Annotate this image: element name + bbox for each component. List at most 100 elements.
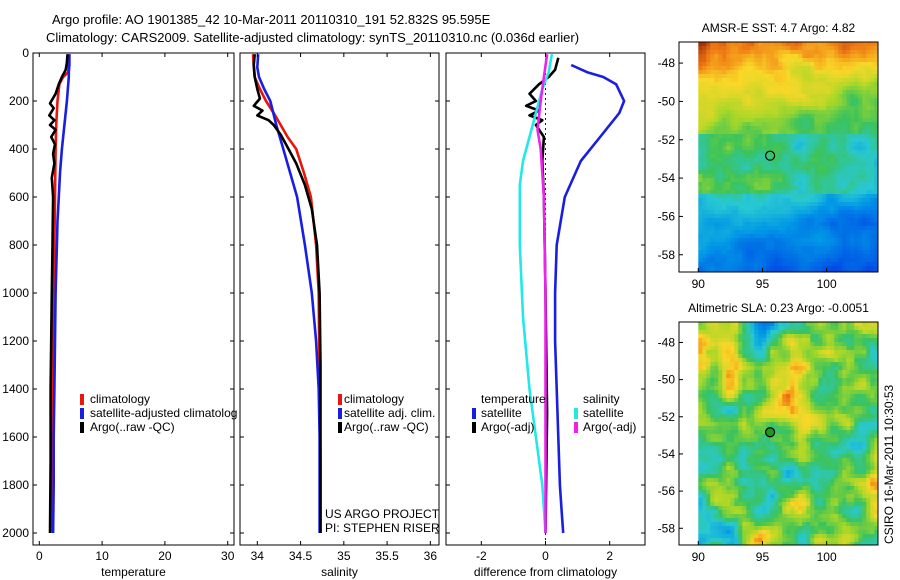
heatmap-cell xyxy=(834,194,839,199)
heatmap-cell xyxy=(770,418,775,423)
heatmap-cell xyxy=(702,202,707,207)
heatmap-cell xyxy=(730,90,735,95)
heatmap-cell xyxy=(754,430,759,435)
heatmap-cell xyxy=(734,338,739,343)
heatmap-cell xyxy=(714,94,719,99)
heatmap-cell xyxy=(826,122,831,127)
heatmap-cell xyxy=(858,74,863,79)
heatmap-cell xyxy=(866,94,871,99)
heatmap-cell xyxy=(758,86,763,91)
heatmap-cell xyxy=(834,90,839,95)
x-tick-label: 35 xyxy=(337,549,351,563)
heatmap-cell xyxy=(746,262,751,267)
heatmap-cell xyxy=(790,406,795,411)
heatmap-cell xyxy=(874,130,879,135)
heatmap-cell xyxy=(834,490,839,495)
heatmap-cell xyxy=(710,102,715,107)
heatmap-cell xyxy=(866,182,871,187)
heatmap-cell xyxy=(710,366,715,371)
heatmap-cell xyxy=(722,114,727,119)
heatmap-cell xyxy=(818,410,823,415)
heatmap-cell xyxy=(738,42,743,47)
heatmap-cell xyxy=(834,106,839,111)
heatmap-cell xyxy=(754,454,759,459)
heatmap-cell xyxy=(722,210,727,215)
y-tick-label: 1200 xyxy=(2,334,29,348)
heatmap-cell xyxy=(758,130,763,135)
heatmap-cell xyxy=(742,86,747,91)
series-line-temperature-satellite xyxy=(553,63,626,534)
heatmap-cell xyxy=(722,370,727,375)
heatmap-cell xyxy=(870,502,875,507)
heatmap-cell xyxy=(862,70,867,75)
heatmap-cell xyxy=(702,386,707,391)
heatmap-cell xyxy=(750,258,755,263)
heatmap-cell xyxy=(802,254,807,259)
heatmap-cell xyxy=(778,134,783,139)
heatmap-cell xyxy=(770,134,775,139)
heatmap-cell xyxy=(870,78,875,83)
heatmap-cell xyxy=(770,230,775,235)
heatmap-cell xyxy=(762,98,767,103)
heatmap-cell xyxy=(858,366,863,371)
heatmap-cell xyxy=(706,246,711,251)
heatmap-cell xyxy=(854,126,859,131)
heatmap-cell xyxy=(842,442,847,447)
heatmap-cell xyxy=(846,170,851,175)
heatmap-cell xyxy=(850,386,855,391)
heatmap-cell xyxy=(722,78,727,83)
heatmap-cell xyxy=(866,74,871,79)
heatmap-cell xyxy=(834,102,839,107)
heatmap-cell xyxy=(742,106,747,111)
heatmap-cell xyxy=(798,470,803,475)
heatmap-cell xyxy=(850,346,855,351)
heatmap-cell xyxy=(842,114,847,119)
heatmap-cell xyxy=(870,138,875,143)
plot-frame xyxy=(32,52,235,546)
heatmap-cell xyxy=(734,266,739,271)
heatmap-cell xyxy=(830,126,835,131)
heatmap-cell xyxy=(698,82,703,87)
heatmap-cell xyxy=(862,510,867,515)
heatmap-cell xyxy=(834,458,839,463)
heatmap-cell xyxy=(706,498,711,503)
heatmap-cell xyxy=(754,238,759,243)
heatmap-cell xyxy=(774,390,779,395)
heatmap-cell xyxy=(782,202,787,207)
heatmap-cell xyxy=(866,510,871,515)
heatmap-cell xyxy=(826,194,831,199)
heatmap-cell xyxy=(746,506,751,511)
heatmap-cell xyxy=(858,462,863,467)
heatmap-cell xyxy=(810,110,815,115)
heatmap-cell xyxy=(742,410,747,415)
heatmap-cell xyxy=(778,246,783,251)
heatmap-cell xyxy=(786,182,791,187)
heatmap-cell xyxy=(826,198,831,203)
heatmap-cell xyxy=(862,362,867,367)
heatmap-cell xyxy=(818,234,823,239)
heatmap-cell xyxy=(774,446,779,451)
heatmap-cell xyxy=(810,254,815,259)
heatmap-cell xyxy=(842,390,847,395)
heatmap-cell xyxy=(786,346,791,351)
heatmap-cell xyxy=(766,450,771,455)
heatmap-cell xyxy=(818,70,823,75)
heatmap-cell xyxy=(794,498,799,503)
heatmap-cell xyxy=(718,366,723,371)
heatmap-cell xyxy=(718,434,723,439)
heatmap-cell xyxy=(714,242,719,247)
heatmap-cell xyxy=(874,94,879,99)
heatmap-cell xyxy=(738,394,743,399)
heatmap-cell xyxy=(858,322,863,327)
heatmap-cell xyxy=(746,214,751,219)
heatmap-cell xyxy=(754,114,759,119)
heatmap-cell xyxy=(758,474,763,479)
heatmap-cell xyxy=(814,254,819,259)
heatmap-cell xyxy=(794,478,799,483)
heatmap-cell xyxy=(830,378,835,383)
heatmap-cell xyxy=(822,102,827,107)
heatmap-cell xyxy=(786,462,791,467)
heatmap-cell xyxy=(834,486,839,491)
heatmap-cell xyxy=(786,510,791,515)
heatmap-cell xyxy=(794,130,799,135)
